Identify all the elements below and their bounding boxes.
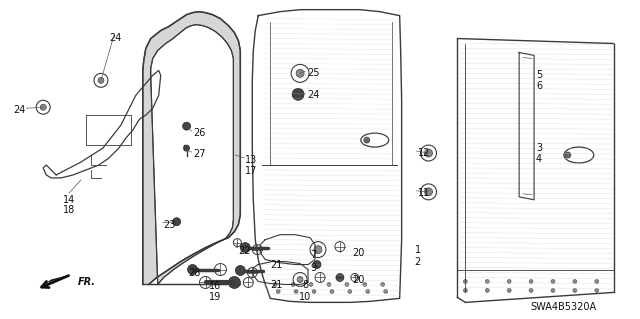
Text: 20: 20 [352,248,364,258]
Text: FR.: FR. [78,278,96,287]
Circle shape [507,279,511,284]
Text: 17: 17 [245,166,258,176]
Text: 5: 5 [536,70,542,80]
Text: 14: 14 [63,195,76,205]
Circle shape [313,261,321,269]
Circle shape [98,78,104,83]
Text: 13: 13 [245,155,257,165]
Circle shape [573,288,577,293]
Text: 6: 6 [536,81,542,91]
Circle shape [424,188,433,196]
Circle shape [336,273,344,281]
Circle shape [273,282,277,286]
Circle shape [327,282,331,286]
Circle shape [363,282,367,286]
Text: 2: 2 [415,256,421,267]
Circle shape [565,152,571,158]
Text: 3: 3 [536,143,542,153]
Circle shape [276,289,280,293]
Circle shape [529,288,533,293]
Circle shape [485,288,489,293]
Text: 21: 21 [270,260,283,270]
Circle shape [309,282,313,286]
Circle shape [463,288,467,293]
Circle shape [184,145,189,151]
Text: SWA4B5320A: SWA4B5320A [531,302,597,312]
Circle shape [330,289,334,293]
Circle shape [312,289,316,293]
Text: 26: 26 [193,128,206,138]
Circle shape [573,279,577,284]
Text: 27: 27 [193,149,206,159]
Text: 9: 9 [310,263,316,272]
Text: 22: 22 [238,246,251,256]
Circle shape [551,279,555,284]
Text: 28: 28 [189,268,201,278]
Text: 10: 10 [299,293,311,302]
Circle shape [384,289,388,293]
Circle shape [595,279,599,284]
Text: 1: 1 [415,245,420,255]
Text: 19: 19 [209,293,221,302]
Text: 7: 7 [310,249,316,260]
Circle shape [173,218,180,226]
Text: 25: 25 [307,68,319,78]
Circle shape [294,289,298,293]
Circle shape [463,279,467,284]
Circle shape [241,243,250,253]
Circle shape [348,289,352,293]
Circle shape [40,104,46,110]
Circle shape [529,279,533,284]
Circle shape [595,288,599,293]
Circle shape [292,88,304,100]
Circle shape [314,246,322,254]
Text: 23: 23 [164,220,176,230]
Circle shape [345,282,349,286]
Polygon shape [38,274,71,288]
Circle shape [485,279,489,284]
Circle shape [364,137,370,143]
Circle shape [297,277,303,282]
Text: 20: 20 [352,276,364,286]
Text: 16: 16 [209,281,221,292]
Circle shape [381,282,385,286]
Circle shape [291,282,295,286]
Text: 24: 24 [307,90,319,100]
Circle shape [551,288,555,293]
Text: 24: 24 [109,33,122,42]
Text: 4: 4 [536,154,542,164]
Polygon shape [143,12,241,285]
Text: 21: 21 [270,280,283,291]
Text: 24: 24 [13,105,26,115]
Circle shape [507,288,511,293]
Text: 12: 12 [417,148,430,158]
Circle shape [296,70,304,78]
Circle shape [236,265,245,276]
Circle shape [424,149,433,157]
Circle shape [228,277,241,288]
Text: 11: 11 [417,188,430,198]
Circle shape [188,264,198,274]
Text: 18: 18 [63,205,76,215]
Text: 8: 8 [302,280,308,291]
Circle shape [182,122,191,130]
Circle shape [366,289,370,293]
